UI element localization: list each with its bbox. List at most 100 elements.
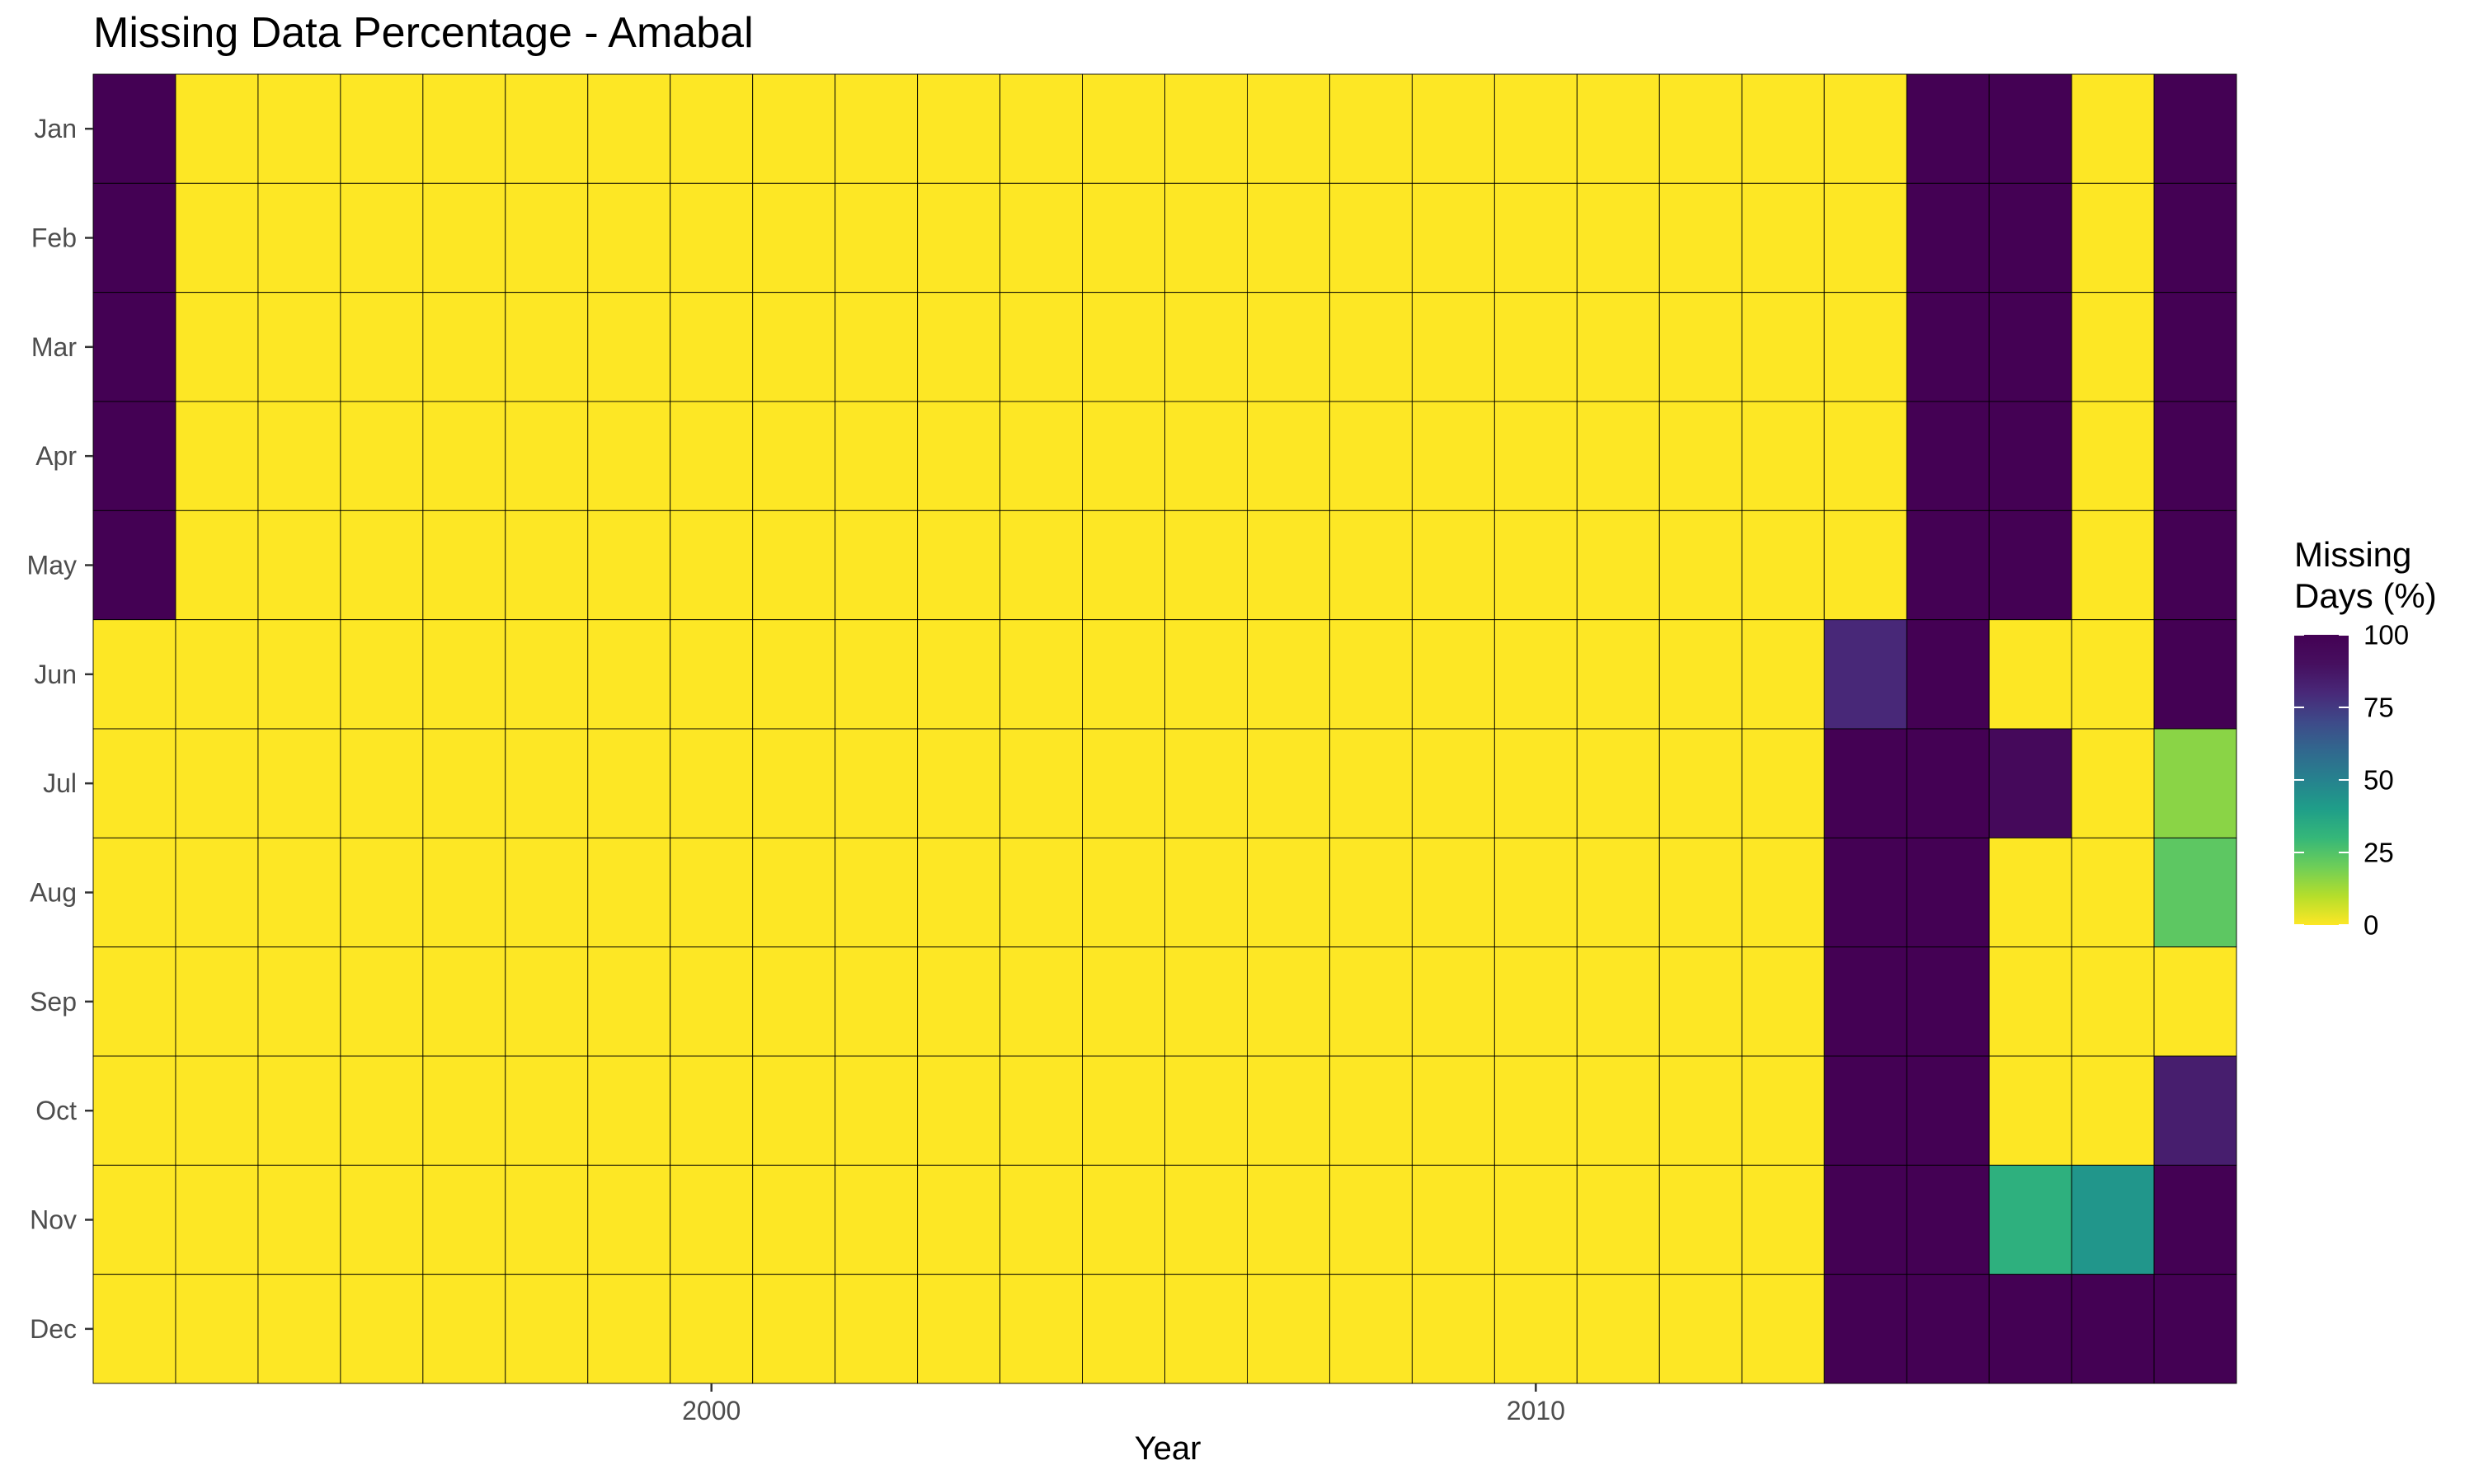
x-axis-label: Year [1134,1430,1202,1467]
heatmap-cell-nov-2005 [1082,1164,1165,1275]
heatmap-cell-may-2007 [1247,510,1330,621]
heatmap-cell-may-1996 [340,510,424,621]
heatmap-cell-feb-2009 [1411,182,1495,294]
heatmap-cell-jul-2009 [1411,728,1495,838]
heatmap-cell-nov-2015 [1906,1164,1990,1275]
heatmap-cell-nov-2013 [1741,1164,1825,1275]
heatmap-cell-feb-2010 [1493,182,1578,294]
heatmap-cell-sep-1999 [587,946,671,1057]
heatmap-cell-apr-2002 [835,401,919,511]
heatmap-cell-may-2006 [1164,510,1248,621]
heatmap-cell-oct-1995 [257,1055,341,1166]
heatmap-cell-sep-1998 [505,946,589,1057]
heatmap-cell-apr-2004 [999,401,1083,511]
heatmap-cell-aug-2018 [2153,837,2237,948]
heatmap-cell-jun-1997 [422,619,506,730]
heatmap-cell-jan-2009 [1411,73,1495,184]
heatmap-cell-jan-2017 [2071,73,2155,184]
heatmap-cell-nov-2018 [2153,1164,2237,1275]
heatmap-cell-nov-2007 [1247,1164,1330,1275]
heatmap-cell-sep-1996 [340,946,424,1057]
heatmap-cell-dec-2000 [670,1274,754,1384]
legend-tick-label-75: 75 [2363,693,2394,723]
heatmap-cell-oct-2009 [1411,1055,1495,1166]
heatmap-cell-nov-2004 [999,1164,1083,1275]
heatmap-cell-dec-2004 [999,1274,1083,1384]
x-tick-label-2000: 2000 [682,1396,741,1425]
heatmap-cell-jul-2006 [1164,728,1248,838]
heatmap-cell-jul-1994 [175,728,259,838]
heatmap-cell-nov-1999 [587,1164,671,1275]
heatmap-cell-nov-2009 [1411,1164,1495,1275]
heatmap-cell-jul-2016 [1988,728,2072,838]
heatmap-cell-dec-2011 [1576,1274,1660,1384]
heatmap-cell-feb-2007 [1247,182,1330,294]
heatmap-cell-aug-2017 [2071,837,2155,948]
heatmap-cell-jun-1994 [175,619,259,730]
heatmap-cell-nov-2011 [1576,1164,1660,1275]
heatmap-cell-dec-1995 [257,1274,341,1384]
heatmap-cell-sep-2010 [1493,946,1578,1057]
heatmap-cell-sep-2014 [1823,946,1907,1057]
y-tick-label-nov: Nov [30,1205,77,1235]
heatmap-cell-feb-1998 [505,182,589,294]
heatmap-cell-oct-2014 [1823,1055,1907,1166]
heatmap-cell-oct-2004 [999,1055,1083,1166]
heatmap-cell-sep-2015 [1906,946,1990,1057]
heatmap-cell-jun-2002 [835,619,919,730]
heatmap-cell-jun-2017 [2071,619,2155,730]
heatmap-cell-may-2002 [835,510,919,621]
heatmap-cell-jun-2016 [1988,619,2072,730]
heatmap-cell-dec-2003 [917,1274,1001,1384]
heatmap-cell-jun-2008 [1329,619,1413,730]
heatmap-cell-oct-2003 [917,1055,1001,1166]
legend-title: Missing Days (%) [2294,534,2437,617]
heatmap-cell-sep-2013 [1741,946,1825,1057]
heatmap-cell-jun-2015 [1906,619,1990,730]
heatmap-cell-mar-2011 [1576,292,1660,402]
heatmap-cell-may-1999 [587,510,671,621]
heatmap-cell-feb-1994 [175,182,259,294]
heatmap-cell-aug-2016 [1988,837,2072,948]
heatmap-cell-nov-2014 [1823,1164,1907,1275]
y-tick-label-jan: Jan [34,114,77,143]
heatmap-cell-jun-2010 [1493,619,1578,730]
x-axis: 2000 2010 [682,1383,1565,1425]
heatmap-cell-mar-1997 [422,292,506,402]
heatmap-cell-jul-2007 [1247,728,1330,838]
heatmap-cell-oct-2000 [670,1055,754,1166]
heatmap-cell-jun-2006 [1164,619,1248,730]
heatmap-cell-may-2011 [1576,510,1660,621]
heatmap-cell-may-1995 [257,510,341,621]
heatmap-cell-may-2016 [1988,510,2072,621]
heatmap-cell-feb-2017 [2071,182,2155,294]
heatmap-cell-jun-2005 [1082,619,1165,730]
heatmap-cell-may-2005 [1082,510,1165,621]
heatmap-cell-oct-1996 [340,1055,424,1166]
heatmap-cell-jul-1997 [422,728,506,838]
heatmap-cell-jun-2004 [999,619,1083,730]
heatmap-cell-oct-2006 [1164,1055,1248,1166]
heatmap-cell-apr-1996 [340,401,424,511]
heatmap-cell-jul-2015 [1906,728,1990,838]
chart-title: Missing Data Percentage - Amabal [93,9,754,57]
heatmap-cell-jul-1993 [92,728,176,838]
heatmap-cell-oct-2013 [1741,1055,1825,1166]
heatmap-cell-jul-2014 [1823,728,1907,838]
heatmap-cell-aug-2006 [1164,837,1248,948]
y-axis: Jan Feb Mar Apr May Jun Jul Aug Sep Oct Nov Dec [27,114,93,1344]
heatmap-cell-jun-2007 [1247,619,1330,730]
heatmap-cell-mar-2009 [1411,292,1495,402]
heatmap-cell-feb-2005 [1082,182,1165,294]
heatmap-cell-sep-2008 [1329,946,1413,1057]
heatmap-cell-jun-1999 [587,619,671,730]
heatmap-cell-aug-2015 [1906,837,1990,948]
heatmap-cell-dec-2001 [752,1274,836,1384]
heatmap-cell-aug-2013 [1741,837,1825,948]
heatmap-cell-feb-2001 [752,182,836,294]
y-tick-label-sep: Sep [30,987,77,1017]
heatmap-cell-aug-1996 [340,837,424,948]
heatmap-cell-apr-2003 [917,401,1001,511]
heatmap-cell-apr-1998 [505,401,589,511]
